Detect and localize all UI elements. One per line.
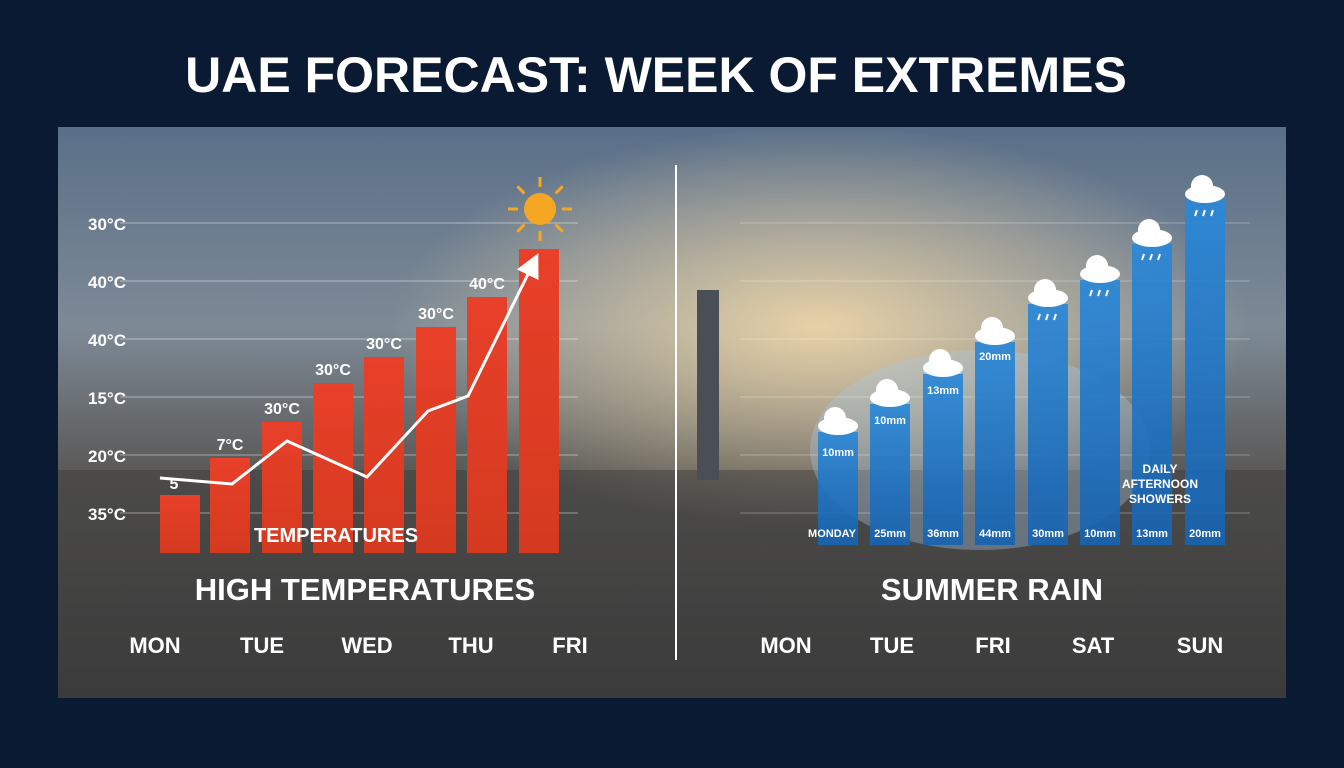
- day-label: THU: [448, 633, 493, 658]
- bar: [364, 357, 404, 553]
- rain-drop: [1045, 313, 1049, 321]
- rain-drop: [1141, 253, 1145, 261]
- bar-label: 25mm: [874, 528, 906, 540]
- annotation: DAILY AFTERNOON SHOWERS: [1122, 462, 1198, 506]
- bar: [870, 404, 910, 545]
- bar-label: 20mm: [979, 351, 1011, 363]
- rain-drop: [1105, 289, 1109, 297]
- bar: [923, 374, 963, 545]
- cloud-icon: [1034, 279, 1056, 301]
- y-axis-label: 30°C: [88, 215, 126, 234]
- bar-label: 7°C: [217, 437, 244, 454]
- day-label: SUN: [1177, 633, 1223, 658]
- y-axis-label: 40°C: [88, 273, 126, 292]
- bar: [975, 342, 1015, 545]
- rain-drop: [1194, 209, 1198, 217]
- bar: [1028, 304, 1068, 545]
- annotation-text: DAILY AFTERNOON SHOWERS: [1122, 462, 1198, 506]
- sun-ray: [516, 185, 526, 195]
- bar: [1080, 280, 1120, 545]
- rain-drop: [1157, 253, 1161, 261]
- day-label: SAT: [1072, 633, 1115, 658]
- cloud-icon: [981, 317, 1003, 339]
- bar-label: 30°C: [264, 401, 300, 418]
- trend-line: [159, 253, 539, 486]
- rain-drop: [1089, 289, 1093, 297]
- bar-label: 10mm: [874, 415, 906, 427]
- cloud-icon: [929, 349, 951, 371]
- rain-drop: [1037, 313, 1041, 321]
- cloud-icon: [1086, 255, 1108, 277]
- y-axis-label: 15°C: [88, 389, 126, 408]
- sun-ray: [554, 223, 564, 233]
- rain-drop: [1202, 209, 1206, 217]
- inner-label: TEMPERATURES: [254, 525, 418, 547]
- bar-label: 13mm: [1136, 528, 1168, 540]
- day-label: MON: [760, 633, 811, 658]
- bar-label: 30mm: [1032, 528, 1064, 540]
- annotation-line: AFTERNOON: [1122, 477, 1198, 491]
- bar: [1132, 244, 1172, 545]
- cloud-icon: [876, 379, 898, 401]
- chart-label: HIGH TEMPERATURES: [195, 572, 535, 607]
- bar-label: 13mm: [927, 385, 959, 397]
- bar-label: 44mm: [979, 528, 1011, 540]
- sun-ray: [516, 223, 526, 233]
- bar-label: 30°C: [418, 306, 454, 323]
- bar: [467, 297, 507, 553]
- cloud-icon: [1138, 219, 1160, 241]
- rain-drop: [1053, 313, 1057, 321]
- bar-label: 10mm: [822, 447, 854, 459]
- bar-label: 20mm: [1189, 528, 1221, 540]
- cloud-icon: [824, 407, 846, 429]
- y-axis-label: 40°C: [88, 331, 126, 350]
- tower: [697, 290, 719, 480]
- day-label: MON: [129, 633, 180, 658]
- sun-ray: [554, 185, 564, 195]
- bar: [818, 432, 858, 545]
- bar: [210, 458, 250, 553]
- day-label: FRI: [975, 633, 1010, 658]
- bar: [160, 495, 200, 553]
- cloud-icon: [1191, 175, 1213, 197]
- rain-drop: [1097, 289, 1101, 297]
- bar-label: 5: [170, 476, 179, 493]
- annotation-line: SHOWERS: [1129, 492, 1191, 506]
- bar-label: 40°C: [469, 276, 505, 293]
- day-label: TUE: [240, 633, 284, 658]
- day-label: TUE: [870, 633, 914, 658]
- bar: [1185, 200, 1225, 545]
- sun-icon: [524, 193, 556, 225]
- bar-label: 36mm: [927, 528, 959, 540]
- y-axis-label: 35°C: [88, 505, 126, 524]
- bar-label: 10mm: [1084, 528, 1116, 540]
- y-axis-label: 20°C: [88, 447, 126, 466]
- rain-drop: [1210, 209, 1214, 217]
- chart-label: SUMMER RAIN: [881, 572, 1103, 607]
- bar: [416, 327, 456, 553]
- rain-drop: [1149, 253, 1153, 261]
- annotation-line: DAILY: [1143, 462, 1178, 476]
- bar-label: 30°C: [315, 362, 351, 379]
- title: UAE FORECAST: WEEK OF EXTREMES: [185, 47, 1127, 103]
- day-label: WED: [341, 633, 392, 658]
- bar-label: MONDAY: [808, 528, 857, 540]
- bar: [519, 249, 559, 553]
- bar-label: 30°C: [366, 336, 402, 353]
- day-label: FRI: [552, 633, 587, 658]
